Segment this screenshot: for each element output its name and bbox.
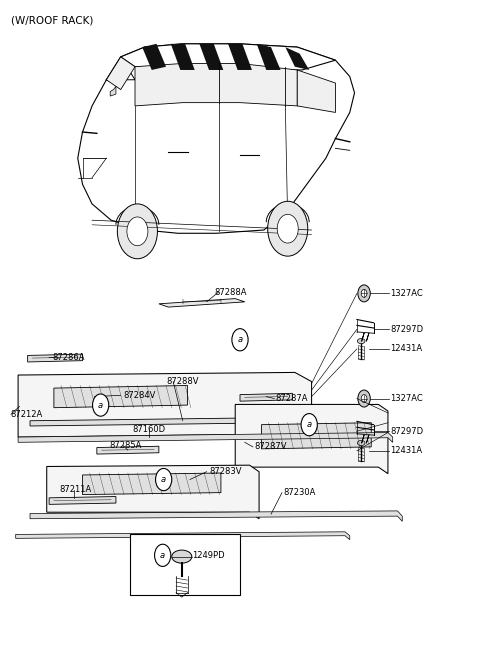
Text: 87286A: 87286A — [52, 353, 84, 362]
Text: a: a — [98, 401, 103, 409]
Ellipse shape — [358, 390, 370, 407]
Polygon shape — [297, 70, 336, 112]
Polygon shape — [110, 87, 116, 96]
Circle shape — [277, 215, 298, 243]
Bar — [130, 535, 240, 594]
Circle shape — [155, 544, 171, 566]
Polygon shape — [159, 298, 245, 307]
Text: 1249PD: 1249PD — [192, 551, 225, 560]
Polygon shape — [30, 511, 402, 522]
Polygon shape — [47, 465, 259, 519]
Text: a: a — [238, 335, 242, 344]
Polygon shape — [262, 422, 371, 449]
Polygon shape — [18, 373, 312, 443]
Polygon shape — [49, 497, 116, 504]
Ellipse shape — [358, 338, 365, 344]
Polygon shape — [171, 44, 195, 70]
Text: 87288A: 87288A — [214, 287, 247, 297]
Polygon shape — [235, 405, 388, 474]
Polygon shape — [199, 44, 223, 70]
Polygon shape — [28, 354, 83, 362]
Text: 87288V: 87288V — [167, 377, 199, 386]
Text: 87230A: 87230A — [283, 488, 315, 497]
Text: 87212A: 87212A — [10, 410, 42, 419]
Ellipse shape — [361, 289, 367, 297]
Circle shape — [232, 329, 248, 351]
Polygon shape — [83, 473, 221, 495]
Ellipse shape — [361, 395, 367, 403]
Text: 1327AC: 1327AC — [390, 289, 423, 298]
Circle shape — [268, 201, 308, 256]
Text: 87284V: 87284V — [123, 391, 156, 400]
Polygon shape — [257, 44, 281, 70]
Circle shape — [301, 413, 317, 436]
Text: 87297D: 87297D — [390, 325, 423, 334]
Polygon shape — [30, 417, 307, 428]
Text: a: a — [307, 420, 312, 429]
Text: 87211A: 87211A — [59, 485, 92, 495]
Circle shape — [117, 204, 157, 258]
Ellipse shape — [358, 440, 365, 445]
Text: 87287A: 87287A — [276, 394, 308, 403]
Text: 87283V: 87283V — [209, 467, 241, 476]
Circle shape — [93, 394, 109, 416]
Polygon shape — [54, 386, 188, 407]
Text: 1327AC: 1327AC — [390, 394, 423, 403]
Polygon shape — [16, 532, 350, 540]
Text: 12431A: 12431A — [390, 344, 422, 354]
Text: 87287V: 87287V — [254, 442, 287, 451]
Circle shape — [127, 217, 148, 246]
Text: 87160D: 87160D — [133, 424, 166, 434]
Circle shape — [156, 468, 172, 491]
Text: a: a — [160, 551, 165, 560]
Text: a: a — [161, 475, 166, 484]
Polygon shape — [135, 64, 297, 106]
Polygon shape — [285, 47, 309, 70]
Text: (W/ROOF RACK): (W/ROOF RACK) — [11, 16, 93, 26]
Polygon shape — [142, 44, 166, 70]
Text: 87285A: 87285A — [109, 441, 142, 450]
Polygon shape — [228, 44, 252, 70]
Polygon shape — [18, 432, 393, 442]
Text: 12431A: 12431A — [390, 446, 422, 455]
Polygon shape — [120, 44, 336, 70]
Ellipse shape — [172, 550, 192, 563]
Polygon shape — [97, 446, 159, 454]
Text: 87297D: 87297D — [390, 426, 423, 436]
Polygon shape — [107, 57, 135, 90]
Ellipse shape — [358, 285, 370, 302]
Polygon shape — [240, 394, 292, 401]
